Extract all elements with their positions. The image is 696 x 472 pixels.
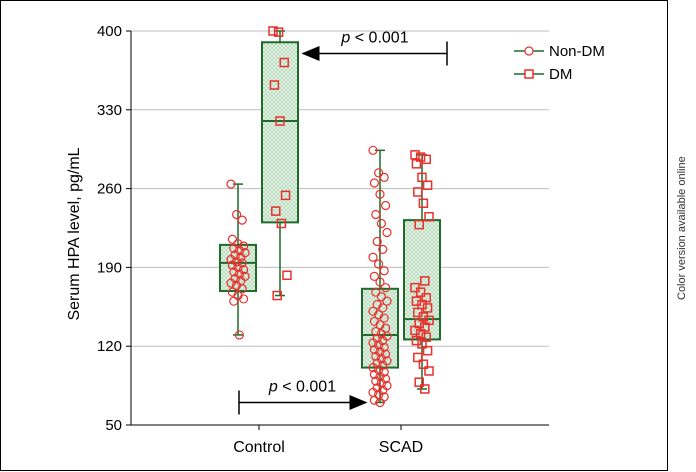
point-dm xyxy=(276,218,287,229)
point-dm xyxy=(280,190,291,201)
axes: 50 120 190 260 330 400 Control SCAD xyxy=(97,23,549,456)
point-dm xyxy=(415,287,426,297)
point-non-dm xyxy=(226,179,236,189)
point-non-dm xyxy=(375,189,385,199)
legend-label: DM xyxy=(549,66,572,83)
point-non-dm xyxy=(229,296,239,306)
annotation-text: p < 0.001 xyxy=(340,30,408,47)
point-dm xyxy=(424,366,434,376)
point-non-dm xyxy=(369,178,379,188)
point-non-dm xyxy=(371,351,381,361)
point-non-dm xyxy=(372,236,382,247)
point-non-dm xyxy=(371,326,381,337)
y-tick-label: 120 xyxy=(97,338,122,355)
legend-label: Non-DM xyxy=(549,43,605,60)
x-tick-label: SCAD xyxy=(379,439,423,456)
point-non-dm xyxy=(369,344,379,355)
point-non-dm xyxy=(368,145,378,155)
point-dm xyxy=(414,377,424,387)
point-non-dm xyxy=(234,330,244,340)
point-non-dm xyxy=(371,209,381,220)
point-dm xyxy=(420,384,430,394)
boxes xyxy=(219,30,441,404)
point-dm xyxy=(422,180,433,190)
point-dm xyxy=(271,206,281,216)
point-dm xyxy=(418,198,429,208)
point-non-dm xyxy=(376,218,386,229)
point-dm xyxy=(411,159,422,169)
point-dm xyxy=(418,359,429,369)
point-non-dm xyxy=(227,234,237,244)
point-dm xyxy=(422,345,433,356)
point-non-dm xyxy=(226,278,236,288)
legend-marker-circle xyxy=(524,46,534,56)
point-dm xyxy=(414,219,424,230)
point-dm xyxy=(417,339,427,349)
point-non-dm xyxy=(378,303,388,313)
point-non-dm xyxy=(369,369,379,379)
point-dm xyxy=(268,26,278,36)
box-dm-control xyxy=(261,41,299,224)
point-non-dm xyxy=(381,283,391,293)
point-dm xyxy=(269,80,280,90)
point-dm xyxy=(413,187,423,197)
y-tick-label: 330 xyxy=(97,102,122,119)
point-non-dm xyxy=(376,292,386,302)
y-axis-label: Serum HPA level, pg/mL xyxy=(66,147,83,320)
point-dm xyxy=(272,290,282,301)
point-non-dm xyxy=(369,271,379,282)
point-dm xyxy=(410,150,420,160)
figure-frame: 50 120 190 260 330 400 Control SCAD p < 0.001 p … xyxy=(0,0,668,471)
annotations: p < 0.001 p < 0.001 xyxy=(238,30,448,415)
point-dm xyxy=(273,27,284,37)
point-dm xyxy=(420,276,430,286)
annotation-text: p < 0.001 xyxy=(268,378,336,395)
point-non-dm xyxy=(369,395,379,405)
data-points xyxy=(226,26,434,408)
point-non-dm xyxy=(229,267,239,277)
point-non-dm xyxy=(371,287,381,297)
point-dm xyxy=(279,57,289,68)
point-dm xyxy=(424,211,434,222)
point-non-dm xyxy=(374,168,384,178)
point-non-dm xyxy=(381,200,391,211)
point-non-dm xyxy=(382,296,392,306)
y-tick-label: 400 xyxy=(97,23,122,40)
point-non-dm xyxy=(375,397,385,408)
point-non-dm xyxy=(368,252,378,262)
point-dm xyxy=(422,303,433,313)
point-non-dm xyxy=(371,376,381,386)
point-non-dm xyxy=(237,215,247,225)
grid-lines xyxy=(131,30,549,347)
point-non-dm xyxy=(239,294,249,304)
point-non-dm xyxy=(368,362,378,373)
point-non-dm xyxy=(379,313,389,323)
y-tick-label: 190 xyxy=(97,259,122,276)
point-non-dm xyxy=(237,284,247,294)
point-non-dm xyxy=(374,259,384,269)
point-non-dm xyxy=(227,260,237,270)
point-non-dm xyxy=(378,244,388,254)
point-non-dm xyxy=(379,172,389,182)
point-non-dm xyxy=(226,254,236,265)
legend: Non-DM DM xyxy=(514,43,605,83)
point-non-dm xyxy=(229,243,239,253)
x-tick-label: Control xyxy=(233,439,285,456)
point-non-dm xyxy=(368,338,378,348)
color-version-note: Color version available online xyxy=(676,156,688,300)
y-tick-label: 260 xyxy=(97,181,122,198)
point-non-dm xyxy=(375,277,385,287)
legend-marker-square xyxy=(524,69,534,79)
point-non-dm xyxy=(232,209,242,220)
point-dm xyxy=(417,172,427,183)
point-dm xyxy=(275,116,285,126)
y-tick-label: 50 xyxy=(105,417,122,434)
point-dm xyxy=(413,352,423,363)
point-dm xyxy=(421,154,431,165)
point-dm xyxy=(282,270,292,281)
point-non-dm xyxy=(382,227,392,238)
point-non-dm xyxy=(379,266,389,276)
